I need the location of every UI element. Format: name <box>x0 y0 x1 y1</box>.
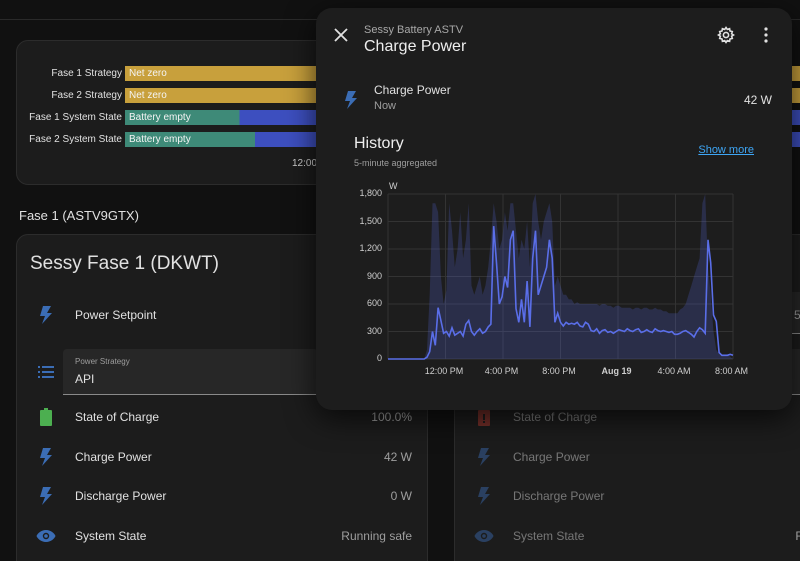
series-range-area <box>388 194 733 359</box>
y-tick-label: 1,800 <box>359 188 382 198</box>
y-tick-label: 600 <box>366 298 382 308</box>
entity-name[interactable]: Discharge Power <box>75 489 167 503</box>
state-time: Now <box>374 100 397 112</box>
x-tick-label: 8:00 AM <box>714 366 749 376</box>
timeline-row-bar[interactable]: Net zero <box>125 88 316 103</box>
timeline-row-bar[interactable]: Battery empty <box>125 132 316 147</box>
close-icon[interactable] <box>327 21 355 49</box>
power-setpoint-label[interactable]: Power Setpoint <box>75 308 157 322</box>
timeline-right-fragment <box>792 66 800 150</box>
state-name: Charge Power <box>374 83 451 97</box>
entity-name[interactable]: System State <box>75 528 147 543</box>
entity-name[interactable]: System State <box>513 528 585 543</box>
timeline-row-label: Fase 2 Strategy <box>51 90 122 101</box>
entity-value: R <box>795 528 800 543</box>
timeline-row-bar[interactable]: Net zero <box>125 66 316 81</box>
y-tick-label: 1,200 <box>359 243 382 253</box>
y-tick-label: 1,500 <box>359 215 382 226</box>
lightning-icon <box>472 445 496 469</box>
card-title: Sessy Fase 1 (DKWT) <box>30 253 219 274</box>
entity-name[interactable]: State of Charge <box>75 410 160 424</box>
section-title: Fase 1 (ASTV9GTX) <box>19 208 139 223</box>
series-line <box>388 226 734 360</box>
eye-icon <box>472 524 496 548</box>
entity-value: 42 W <box>383 449 412 464</box>
dialog-title: Charge Power <box>364 38 467 55</box>
lightning-icon <box>34 445 58 469</box>
x-tick-label: 4:00 PM <box>484 366 519 376</box>
eye-icon <box>34 524 58 548</box>
battery-full-icon <box>34 405 58 429</box>
lightning-icon <box>34 303 58 327</box>
x-tick-label: 12:00 PM <box>424 366 464 376</box>
list-icon <box>34 360 58 384</box>
x-tick-label: 8:00 PM <box>542 366 576 376</box>
history-subtitle: 5-minute aggregated <box>354 158 438 168</box>
entity-value: 100.0% <box>371 410 412 424</box>
y-unit-label: W <box>389 181 398 191</box>
power-strategy-label: Power Strategy <box>75 357 130 366</box>
timeline-time-tick: 12:00 <box>292 158 318 169</box>
dialog-subtitle: Sessy Battery ASTV <box>364 24 464 36</box>
timeline-row-label: Fase 1 System State <box>29 112 122 123</box>
history-title: History <box>354 135 404 152</box>
right-partial-value: 5 <box>794 308 800 322</box>
lightning-icon <box>472 484 496 508</box>
timeline-row-bar[interactable]: Battery empty <box>125 110 316 125</box>
y-tick-label: 900 <box>366 270 382 281</box>
power-strategy-select[interactable]: Power Strategy API <box>63 349 318 395</box>
lightning-icon <box>34 484 58 508</box>
timeline-row-label: Fase 1 Strategy <box>51 68 122 79</box>
show-more-link[interactable]: Show more <box>698 144 754 156</box>
entity-name[interactable]: Discharge Power <box>513 489 605 503</box>
lightning-icon <box>339 88 363 112</box>
y-tick-label: 0 <box>376 353 382 363</box>
entity-name[interactable]: State of Charge <box>513 410 598 424</box>
x-tick-label: 4:00 AM <box>657 366 691 376</box>
entity-value: 0 W <box>390 489 412 503</box>
power-strategy-value: API <box>75 372 95 386</box>
state-value: 42 W <box>743 93 772 107</box>
entity-value: Running safe <box>341 528 412 543</box>
more-vertical-icon[interactable] <box>752 21 780 49</box>
y-tick-label: 300 <box>366 325 382 336</box>
entity-name[interactable]: Charge Power <box>75 449 152 464</box>
timeline-row-label: Fase 2 System State <box>29 134 122 145</box>
gear-icon[interactable] <box>712 21 740 49</box>
more-info-dialog: Sessy Battery ASTV Charge Power Charge P… <box>316 8 792 410</box>
entity-name[interactable]: Charge Power <box>513 449 590 464</box>
history-chart[interactable] <box>316 8 792 410</box>
x-tick-label: Aug 19 <box>601 366 632 376</box>
